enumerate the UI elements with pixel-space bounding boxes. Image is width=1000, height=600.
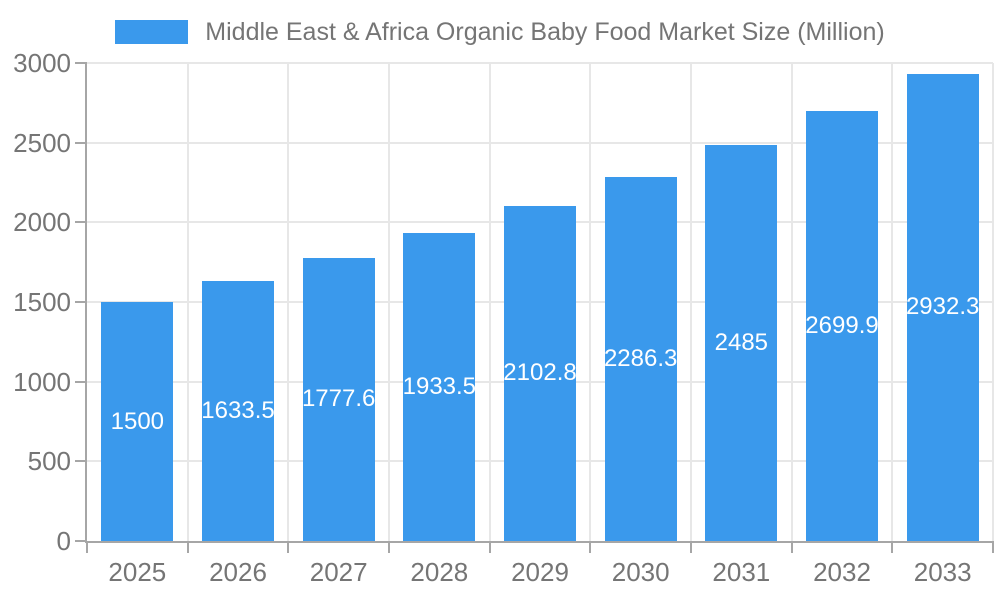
- bar-value-label: 2932.3: [905, 293, 980, 321]
- bar-value-label: 2485: [714, 329, 769, 357]
- y-axis-tick: [75, 460, 87, 463]
- x-tick-label: 2027: [309, 557, 368, 587]
- bar-value-label: 2286.3: [603, 344, 678, 372]
- x-axis-line: [85, 541, 993, 543]
- y-tick-label: 0: [56, 526, 71, 556]
- x-axis-tick: [992, 541, 994, 553]
- x-axis-tick: [287, 541, 290, 553]
- y-axis-tick: [75, 301, 87, 303]
- bar-2030[interactable]: [604, 176, 677, 541]
- x-axis-tick: [488, 541, 491, 553]
- bar-2026[interactable]: [202, 280, 274, 541]
- x-gridline: [488, 63, 491, 541]
- x-tick-label: 2031: [712, 557, 771, 587]
- x-axis-tick: [790, 541, 793, 553]
- bar-value-label: 1777.6: [301, 385, 376, 413]
- x-gridline: [186, 63, 189, 541]
- bar-2025[interactable]: [101, 302, 174, 541]
- legend-swatch-icon: [115, 20, 189, 44]
- y-gridline: [87, 141, 993, 144]
- x-gridline: [891, 63, 894, 541]
- x-axis-tick: [388, 541, 390, 553]
- x-tick-label: 2033: [913, 557, 972, 587]
- legend-item[interactable]: Middle East & Africa Organic Baby Food M…: [115, 18, 885, 46]
- x-axis-tick: [86, 541, 88, 553]
- bar-value-label: 2699.9: [805, 311, 879, 339]
- y-gridline: [87, 62, 993, 64]
- bar-2027[interactable]: [302, 257, 375, 541]
- bar-2033[interactable]: [906, 73, 979, 541]
- x-tick-label: 2030: [611, 557, 670, 587]
- legend-label: Middle East & Africa Organic Baby Food M…: [205, 18, 885, 46]
- legend: Middle East & Africa Organic Baby Food M…: [0, 19, 1000, 45]
- x-axis-tick: [891, 541, 894, 553]
- x-gridline: [790, 63, 793, 541]
- x-axis-tick: [690, 541, 692, 553]
- y-tick-label: 1500: [13, 287, 71, 317]
- y-axis-tick: [75, 141, 87, 144]
- y-axis-tick: [75, 380, 87, 383]
- bar-value-label: 1933.5: [402, 372, 477, 400]
- x-gridline: [388, 63, 390, 541]
- x-tick-label: 2029: [511, 557, 569, 587]
- y-tick-label: 2000: [13, 207, 71, 238]
- y-axis-tick: [75, 540, 87, 542]
- y-axis-tick: [75, 221, 87, 224]
- x-gridline: [589, 63, 592, 541]
- x-tick-label: 2032: [813, 557, 871, 587]
- bar-value-label: 2102.8: [503, 359, 577, 387]
- x-gridline: [992, 63, 994, 541]
- x-gridline: [287, 63, 290, 541]
- y-axis-tick: [75, 62, 87, 64]
- x-axis-tick: [589, 541, 592, 553]
- y-tick-label: 500: [27, 446, 71, 477]
- y-tick-label: 1000: [13, 366, 71, 397]
- x-axis-tick: [186, 541, 189, 553]
- bar-2031[interactable]: [705, 145, 778, 541]
- x-tick-label: 2025: [108, 557, 167, 587]
- x-tick-label: 2028: [410, 557, 469, 587]
- y-tick-label: 3000: [13, 48, 71, 78]
- bar-2029[interactable]: [504, 205, 576, 541]
- bar-2032[interactable]: [806, 110, 878, 541]
- bar-2028[interactable]: [403, 232, 476, 541]
- y-tick-label: 2500: [13, 127, 71, 158]
- x-gridline: [690, 63, 692, 541]
- y-axis-line: [85, 63, 87, 543]
- x-tick-label: 2026: [209, 557, 267, 587]
- bar-value-label: 1633.5: [201, 396, 275, 424]
- bar-value-label: 1500: [110, 407, 165, 435]
